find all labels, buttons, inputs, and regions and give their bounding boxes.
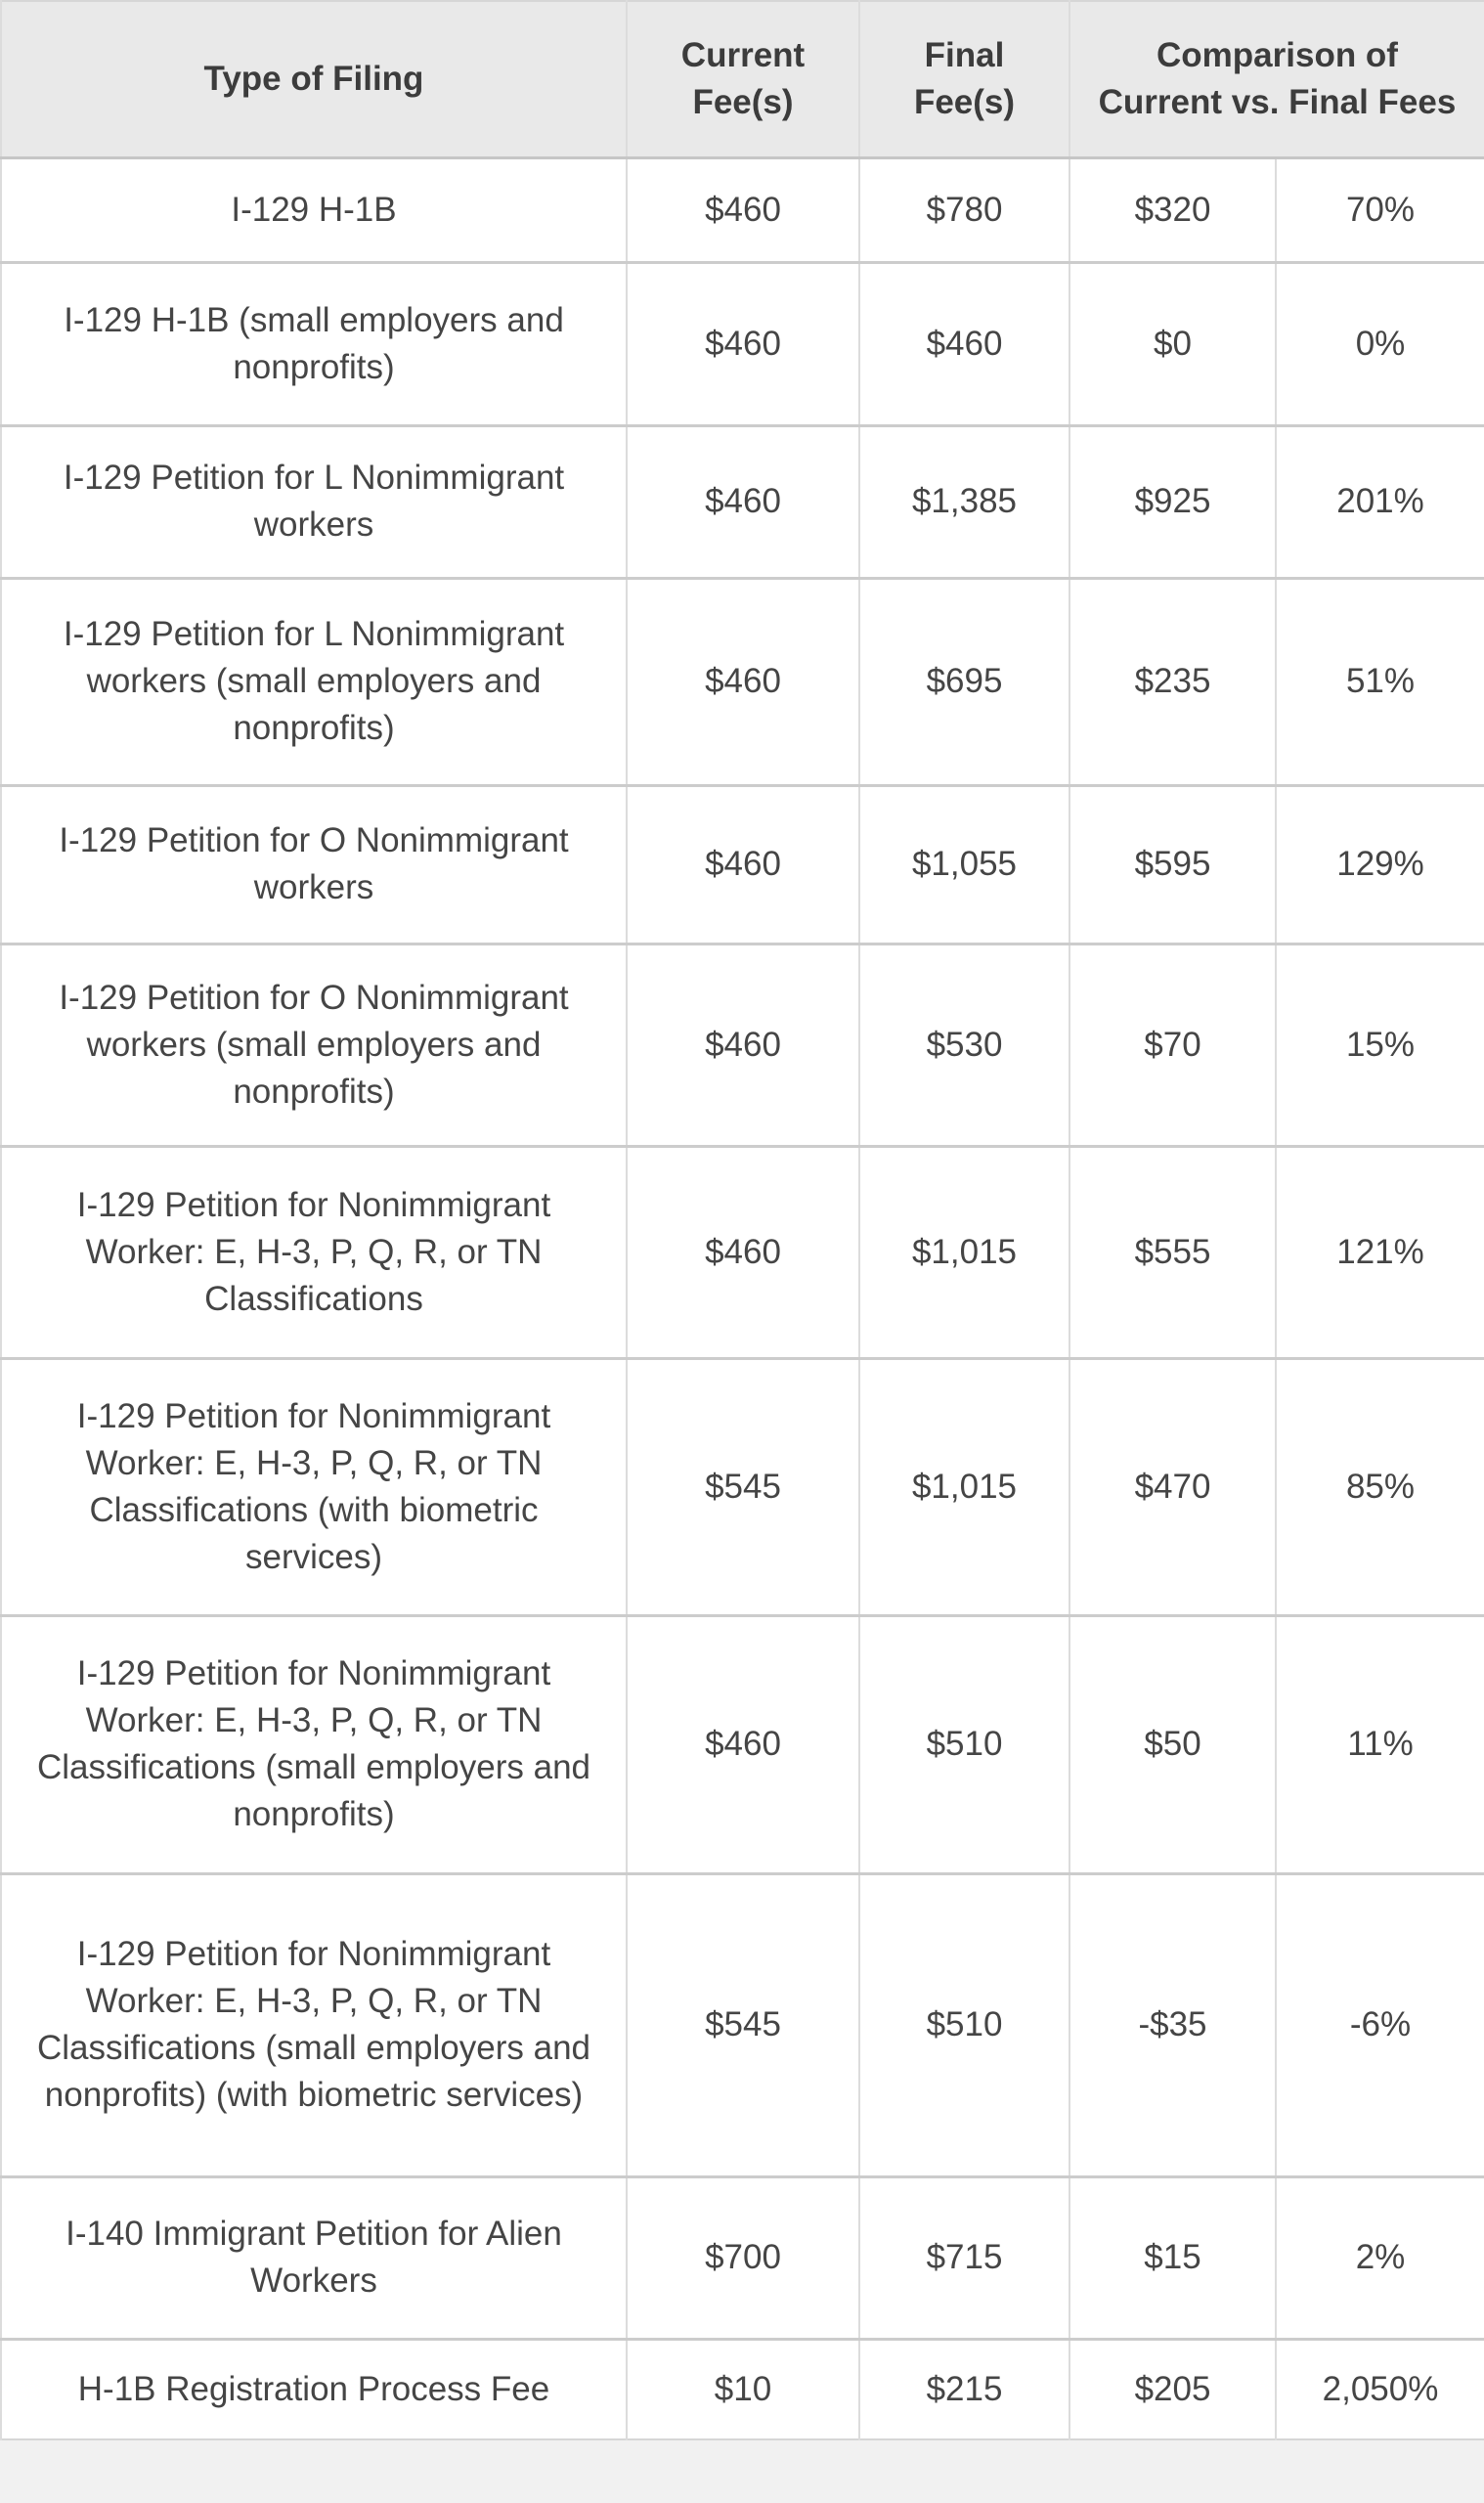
table-row: I-129 Petition for Nonimmigrant Worker: … — [0, 1356, 1484, 1615]
cell-percent-change: 11% — [1275, 1613, 1484, 1873]
cell-fee-difference: $205 — [1069, 2337, 1277, 2439]
cell-fee-difference: $470 — [1069, 1356, 1277, 1615]
table-row: I-129 Petition for L Nonimmigrant worker… — [0, 576, 1484, 785]
table-row: I-140 Immigrant Petition for Alien Worke… — [0, 2174, 1484, 2339]
cell-type-of-filing: I-129 Petition for Nonimmigrant Worker: … — [0, 1144, 628, 1358]
cell-fee-difference: $50 — [1069, 1613, 1277, 1873]
cell-fee-difference: $595 — [1069, 783, 1277, 944]
cell-percent-change: 201% — [1275, 423, 1484, 578]
column-header-final-fees: Final Fee(s) — [858, 1, 1070, 159]
table-body: I-129 H-1B $460 $780 $320 70% I-129 H-1B (sma… — [0, 155, 1484, 2439]
table-row: H-1B Registration Process Fee $10 $215 $205… — [0, 2337, 1484, 2439]
cell-fee-difference: -$35 — [1069, 1871, 1277, 2176]
cell-final-fee: $510 — [858, 1613, 1070, 1873]
cell-type-of-filing: I-129 Petition for L Nonimmigrant worker… — [0, 576, 628, 785]
header-row: Type of Filing Current Fee(s) Final Fee(… — [0, 1, 1484, 159]
cell-percent-change: 85% — [1275, 1356, 1484, 1615]
cell-current-fee: $545 — [626, 1871, 860, 2176]
cell-current-fee: $460 — [626, 942, 860, 1146]
cell-type-of-filing: I-129 Petition for L Nonimmigrant worker… — [0, 423, 628, 578]
table-row: I-129 H-1B (small employers and nonprofi… — [0, 260, 1484, 425]
cell-final-fee: $695 — [858, 576, 1070, 785]
fee-comparison-table: Type of Filing Current Fee(s) Final Fee(… — [0, 0, 1484, 2440]
cell-type-of-filing: I-129 Petition for Nonimmigrant Worker: … — [0, 1356, 628, 1615]
cell-current-fee: $460 — [626, 260, 860, 425]
cell-current-fee: $460 — [626, 155, 860, 262]
cell-final-fee: $460 — [858, 260, 1070, 425]
cell-fee-difference: $925 — [1069, 423, 1277, 578]
cell-current-fee: $460 — [626, 423, 860, 578]
cell-type-of-filing: I-129 Petition for O Nonimmigrant worker… — [0, 783, 628, 944]
cell-fee-difference: $555 — [1069, 1144, 1277, 1358]
cell-final-fee: $530 — [858, 942, 1070, 1146]
table-row: I-129 Petition for O Nonimmigrant worker… — [0, 942, 1484, 1146]
cell-current-fee: $460 — [626, 1613, 860, 1873]
cell-type-of-filing: I-129 H-1B (small employers and nonprofi… — [0, 260, 628, 425]
cell-current-fee: $10 — [626, 2337, 860, 2439]
cell-type-of-filing: I-129 Petition for Nonimmigrant Worker: … — [0, 1871, 628, 2176]
cell-fee-difference: $0 — [1069, 260, 1277, 425]
cell-type-of-filing: H-1B Registration Process Fee — [0, 2337, 628, 2439]
table-row: I-129 H-1B $460 $780 $320 70% — [0, 155, 1484, 262]
cell-current-fee: $545 — [626, 1356, 860, 1615]
cell-fee-difference: $15 — [1069, 2174, 1277, 2339]
cell-current-fee: $460 — [626, 1144, 860, 1358]
cell-final-fee: $1,385 — [858, 423, 1070, 578]
cell-final-fee: $780 — [858, 155, 1070, 262]
table-row: I-129 Petition for Nonimmigrant Worker: … — [0, 1613, 1484, 1873]
cell-fee-difference: $70 — [1069, 942, 1277, 1146]
table-header: Type of Filing Current Fee(s) Final Fee(… — [0, 1, 1484, 159]
cell-final-fee: $1,015 — [858, 1356, 1070, 1615]
cell-percent-change: 2% — [1275, 2174, 1484, 2339]
cell-final-fee: $510 — [858, 1871, 1070, 2176]
cell-percent-change: 15% — [1275, 942, 1484, 1146]
cell-type-of-filing: I-140 Immigrant Petition for Alien Worke… — [0, 2174, 628, 2339]
cell-final-fee: $715 — [858, 2174, 1070, 2339]
column-header-comparison: Comparison of Current vs. Final Fees — [1069, 1, 1484, 159]
cell-current-fee: $460 — [626, 783, 860, 944]
table-row: I-129 Petition for O Nonimmigrant worker… — [0, 783, 1484, 944]
cell-type-of-filing: I-129 H-1B — [0, 155, 628, 262]
cell-type-of-filing: I-129 Petition for O Nonimmigrant worker… — [0, 942, 628, 1146]
cell-final-fee: $1,015 — [858, 1144, 1070, 1358]
table-row: I-129 Petition for Nonimmigrant Worker: … — [0, 1144, 1484, 1358]
cell-percent-change: 2,050% — [1275, 2337, 1484, 2439]
cell-percent-change: 0% — [1275, 260, 1484, 425]
cell-fee-difference: $235 — [1069, 576, 1277, 785]
cell-current-fee: $460 — [626, 576, 860, 785]
table-row: I-129 Petition for Nonimmigrant Worker: … — [0, 1871, 1484, 2176]
cell-final-fee: $1,055 — [858, 783, 1070, 944]
column-header-type-of-filing: Type of Filing — [0, 1, 628, 159]
cell-fee-difference: $320 — [1069, 155, 1277, 262]
cell-percent-change: -6% — [1275, 1871, 1484, 2176]
column-header-current-fees: Current Fee(s) — [626, 1, 860, 159]
cell-percent-change: 70% — [1275, 155, 1484, 262]
cell-percent-change: 129% — [1275, 783, 1484, 944]
table-row: I-129 Petition for L Nonimmigrant worker… — [0, 423, 1484, 578]
cell-type-of-filing: I-129 Petition for Nonimmigrant Worker: … — [0, 1613, 628, 1873]
cell-percent-change: 121% — [1275, 1144, 1484, 1358]
cell-final-fee: $215 — [858, 2337, 1070, 2439]
cell-percent-change: 51% — [1275, 576, 1484, 785]
cell-current-fee: $700 — [626, 2174, 860, 2339]
